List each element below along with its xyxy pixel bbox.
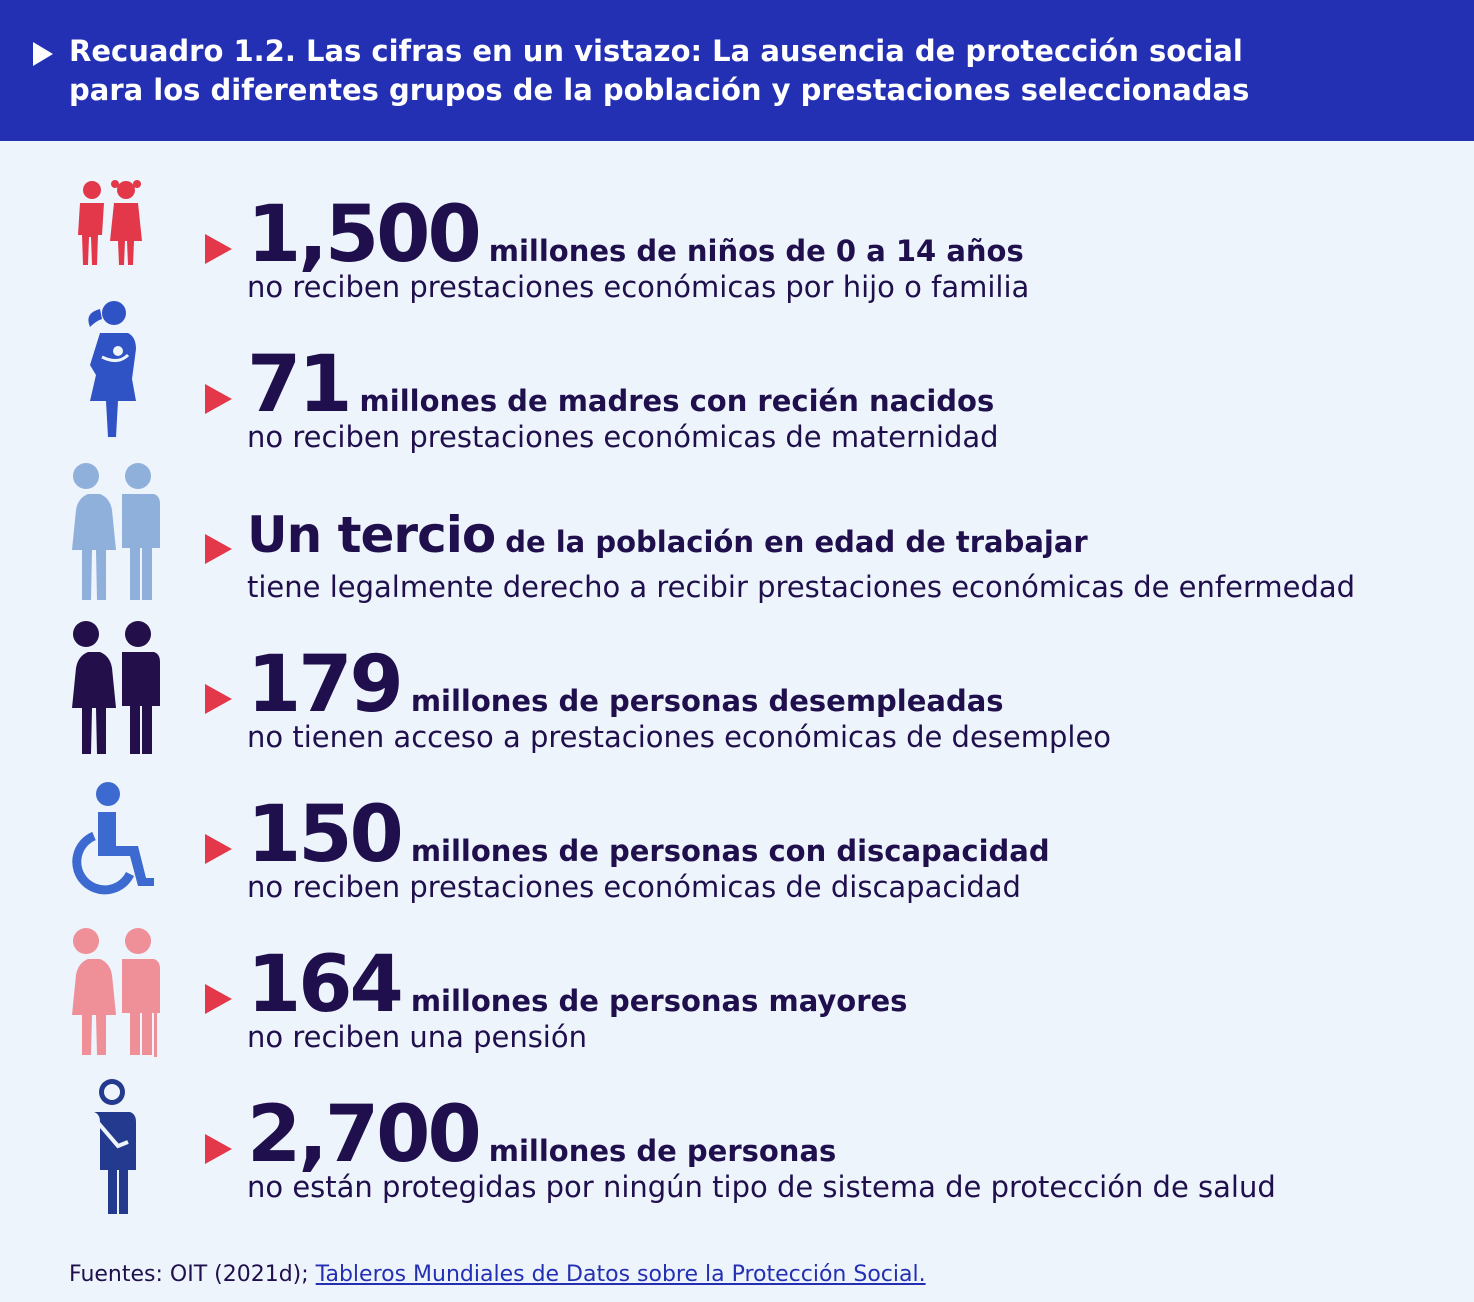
stat-row-health: 2,700 millones de personas no están prote… xyxy=(0,1070,1474,1220)
stat-figure: 164 xyxy=(247,940,404,1030)
sources-link[interactable]: Tableros Mundiales de Datos sobre la Pro… xyxy=(315,1262,926,1287)
bullet-arrow-icon xyxy=(205,1134,232,1164)
stat-figure: 150 xyxy=(247,790,404,880)
stat-detail: tiene legalmente derecho a recibir prest… xyxy=(247,570,1356,604)
stat-headline: 164 millones de personas mayores xyxy=(247,940,907,1030)
stat-row-mothers: 71 millones de madres con recién nacidos … xyxy=(0,301,1474,470)
stat-headline: 150 millones de personas con discapacidad xyxy=(247,790,1050,880)
stat-label: de la población en edad de trabajar xyxy=(505,525,1088,559)
stat-detail: no reciben prestaciones económicas por h… xyxy=(247,270,1030,304)
stat-label: millones de niños de 0 a 14 años xyxy=(488,234,1024,268)
bullet-arrow-icon xyxy=(205,984,232,1014)
working-age-couple-icon xyxy=(50,458,170,608)
stat-figure: 71 xyxy=(247,340,353,430)
stat-row-working-age: Un tercio de la población en edad de trab… xyxy=(0,463,1474,620)
box-title-line-1: Recuadro 1.2. Las cifras en un vistazo: … xyxy=(69,34,1243,68)
stat-headline: Un tercio de la población en edad de trab… xyxy=(247,490,1088,580)
wheelchair-icon xyxy=(50,780,170,930)
stat-label: millones de madres con recién nacidos xyxy=(359,384,995,418)
stat-headline: 1,500 millones de niños de 0 a 14 años xyxy=(247,190,1024,280)
stat-row-older: 164 millones de personas mayores no recib… xyxy=(0,920,1474,1070)
stat-figure: 179 xyxy=(247,640,404,730)
bullet-arrow-icon xyxy=(205,684,232,714)
stat-row-disability: 150 millones de personas con discapacidad… xyxy=(0,770,1474,920)
stat-detail: no están protegidas por ningún tipo de s… xyxy=(247,1170,1276,1204)
stat-label: millones de personas desempleadas xyxy=(410,684,1004,718)
sources-prefix: Fuentes: OIT (2021d); xyxy=(69,1262,316,1287)
stat-headline: 179 millones de personas desempleadas xyxy=(247,640,1004,730)
unemployed-couple-icon xyxy=(50,618,170,768)
mother-with-baby-icon xyxy=(50,295,170,445)
box-title-line-2: para los diferentes grupos de la poblaci… xyxy=(69,73,1250,107)
bullet-arrow-icon xyxy=(205,384,232,414)
stat-figure: 2,700 xyxy=(247,1090,482,1180)
stat-detail: no reciben una pensión xyxy=(247,1020,587,1054)
stat-label: millones de personas con discapacidad xyxy=(410,834,1050,868)
bullet-arrow-icon xyxy=(205,834,232,864)
children-icon xyxy=(50,170,170,320)
stat-row-children: 1,500 millones de niños de 0 a 14 años no… xyxy=(0,170,1474,320)
injured-person-icon xyxy=(50,1076,170,1226)
sources-footer: Fuentes: OIT (2021d); Tableros Mundiales… xyxy=(69,1262,926,1287)
play-triangle-icon xyxy=(33,42,53,66)
header-banner: Recuadro 1.2. Las cifras en un vistazo: … xyxy=(0,0,1474,141)
bullet-arrow-icon xyxy=(205,234,232,264)
bullet-arrow-icon xyxy=(205,534,232,564)
stat-figure: Un tercio xyxy=(247,506,496,564)
stat-detail: no reciben prestaciones económicas de ma… xyxy=(247,420,999,454)
stat-detail: no tienen acceso a prestaciones económic… xyxy=(247,720,1112,754)
box-title: Recuadro 1.2. Las cifras en un vistazo: … xyxy=(69,32,1369,110)
stat-headline: 71 millones de madres con recién nacidos xyxy=(247,340,994,430)
stat-row-unemployed: 179 millones de personas desempleadas no … xyxy=(0,620,1474,770)
stat-figure: 1,500 xyxy=(247,190,482,280)
stat-headline: 2,700 millones de personas xyxy=(247,1090,836,1180)
stat-label: millones de personas mayores xyxy=(410,984,908,1018)
stat-detail: no reciben prestaciones económicas de di… xyxy=(247,870,1021,904)
stat-label: millones de personas xyxy=(488,1134,837,1168)
older-couple-icon xyxy=(50,925,170,1075)
